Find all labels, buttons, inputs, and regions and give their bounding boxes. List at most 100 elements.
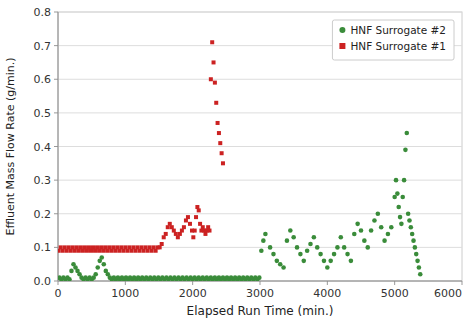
point: [216, 121, 220, 125]
y-axis: [58, 12, 59, 281]
point: [285, 238, 290, 243]
point: [301, 259, 306, 264]
point: [359, 228, 364, 233]
point: [188, 222, 192, 226]
points: [58, 40, 423, 281]
point: [212, 60, 216, 64]
tick-mark: [125, 281, 126, 285]
point: [295, 245, 300, 250]
grid-line: [58, 79, 462, 80]
legend-marker: [339, 43, 345, 49]
tick-label: 0.8: [34, 6, 52, 19]
point: [99, 255, 104, 260]
point: [308, 242, 313, 247]
point: [418, 272, 423, 277]
point: [404, 131, 409, 136]
point: [312, 235, 317, 240]
point: [402, 178, 407, 183]
point: [399, 222, 404, 227]
point: [160, 242, 164, 246]
point: [263, 232, 268, 237]
tick-label: 5000: [381, 287, 409, 300]
point: [191, 235, 195, 239]
tick-mark: [54, 213, 58, 214]
series: [58, 131, 423, 281]
series: [58, 40, 225, 252]
x-axis-label: Elapsed Run Time (min.): [187, 304, 334, 318]
point: [214, 101, 218, 105]
tick-label: 0.6: [34, 73, 52, 86]
point: [67, 277, 72, 281]
point: [213, 81, 217, 85]
tick-label: 6000: [434, 287, 462, 300]
point: [335, 245, 340, 250]
point: [386, 232, 391, 237]
point: [220, 151, 224, 155]
tick-label: 4000: [313, 287, 341, 300]
point: [101, 262, 106, 267]
point: [355, 222, 360, 227]
point: [275, 259, 280, 264]
tick-label: 0.5: [34, 107, 52, 120]
point: [305, 248, 310, 253]
tick-mark: [54, 79, 58, 80]
tick-mark: [54, 281, 58, 282]
tick-mark: [54, 112, 58, 113]
tick-mark: [54, 45, 58, 46]
point: [407, 218, 412, 223]
tick-label: 0.7: [34, 40, 52, 53]
point: [186, 215, 190, 219]
tick-mark: [54, 180, 58, 181]
point: [218, 141, 222, 145]
point: [268, 245, 273, 250]
point: [278, 262, 283, 267]
point: [210, 40, 214, 44]
point: [197, 208, 201, 212]
point: [345, 252, 350, 257]
point: [365, 245, 370, 250]
point: [217, 131, 221, 135]
tick-mark: [192, 281, 193, 285]
point: [182, 225, 186, 229]
tick-mark: [260, 281, 261, 285]
legend-box: [332, 20, 454, 60]
tick-label: 0.2: [34, 208, 52, 221]
legend-label: HNF Surrogate #2: [350, 24, 446, 36]
point: [414, 252, 419, 257]
tick-label: 0.0: [34, 275, 52, 288]
point: [409, 225, 414, 230]
point: [325, 265, 330, 270]
tick-label: 3000: [246, 287, 274, 300]
tick-label: 0.3: [34, 174, 52, 187]
grid-line: [58, 180, 462, 181]
point: [193, 229, 197, 233]
point: [413, 245, 418, 250]
point: [403, 148, 408, 153]
point: [93, 272, 98, 277]
y-axis-label: Effluent Mass Flow Rate (g/min.): [4, 57, 17, 235]
tick-mark: [394, 281, 395, 285]
point: [379, 225, 384, 230]
grid-line: [58, 112, 462, 113]
point: [69, 269, 74, 274]
point: [271, 252, 276, 257]
point: [411, 238, 416, 243]
point: [362, 238, 367, 243]
point: [406, 211, 411, 216]
point: [410, 232, 415, 237]
grid-line: [58, 12, 462, 13]
point: [398, 215, 403, 220]
point: [281, 265, 286, 270]
point: [415, 259, 420, 264]
point: [164, 232, 168, 236]
point: [95, 265, 100, 270]
point: [298, 252, 303, 257]
point: [342, 245, 347, 250]
tick-mark: [327, 281, 328, 285]
point: [315, 245, 320, 250]
grid-line: [58, 146, 462, 147]
grid-line: [58, 213, 462, 214]
tick-label: 0.4: [34, 141, 52, 154]
point: [396, 205, 401, 210]
point: [395, 191, 400, 196]
